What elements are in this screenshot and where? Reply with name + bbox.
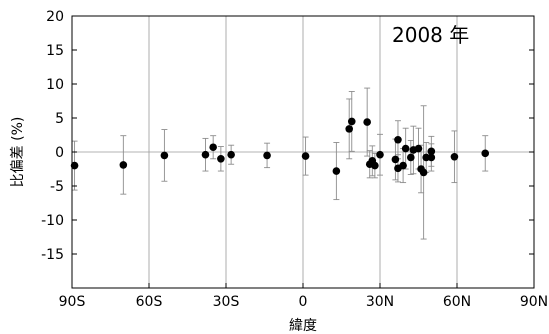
data-point (376, 150, 384, 159)
y-tick-label: 5 (55, 111, 64, 127)
x-tick-label: 90N (520, 294, 548, 310)
data-point (70, 161, 79, 170)
data-point (209, 143, 217, 152)
data-point (450, 152, 459, 161)
data-point (399, 161, 407, 170)
grid-lines (72, 16, 534, 288)
data-point (347, 117, 356, 126)
data-point (481, 149, 490, 158)
data-point (401, 144, 410, 153)
x-tick-labels: 90S 60S 30S 0 30N 60N 90N (59, 283, 548, 310)
x-tick-label: 30S (213, 294, 240, 310)
data-point (363, 118, 371, 126)
data-point (119, 161, 128, 169)
x-axis-label: 緯度 (289, 318, 317, 334)
y-tick-labels: 20 15 10 5 0 -5 -10 -15 (41, 9, 534, 263)
data-points (70, 117, 490, 177)
year-annotation: 2008 年 (392, 23, 469, 47)
data-point (419, 168, 428, 177)
x-tick-label: 60S (136, 294, 163, 310)
data-point (201, 150, 210, 159)
x-tick-label: 0 (299, 294, 308, 310)
data-point (160, 151, 169, 160)
y-axis-label: 比偏差 (%) (10, 117, 26, 188)
data-point (371, 161, 379, 170)
data-point (263, 151, 271, 160)
data-point (301, 152, 310, 160)
data-point (227, 150, 235, 159)
data-point (394, 135, 402, 144)
x-tick-label: 30N (366, 294, 394, 310)
data-point (345, 125, 354, 133)
data-point (414, 144, 423, 153)
y-tick-label: -15 (41, 247, 64, 263)
data-point (217, 155, 225, 163)
data-point (391, 155, 400, 164)
error-bars (71, 87, 489, 240)
x-tick-label: 90S (59, 294, 86, 310)
y-tick-label: -10 (41, 213, 64, 229)
data-point (427, 153, 436, 162)
y-tick-label: 0 (55, 145, 64, 161)
y-tick-label: 20 (46, 9, 64, 25)
data-point (427, 147, 436, 156)
y-tick-label: 10 (46, 77, 64, 93)
y-tick-label: -5 (50, 179, 64, 195)
data-point (332, 167, 341, 175)
data-point (407, 153, 415, 162)
x-tick-label: 60N (443, 294, 471, 310)
y-tick-label: 15 (46, 43, 64, 59)
